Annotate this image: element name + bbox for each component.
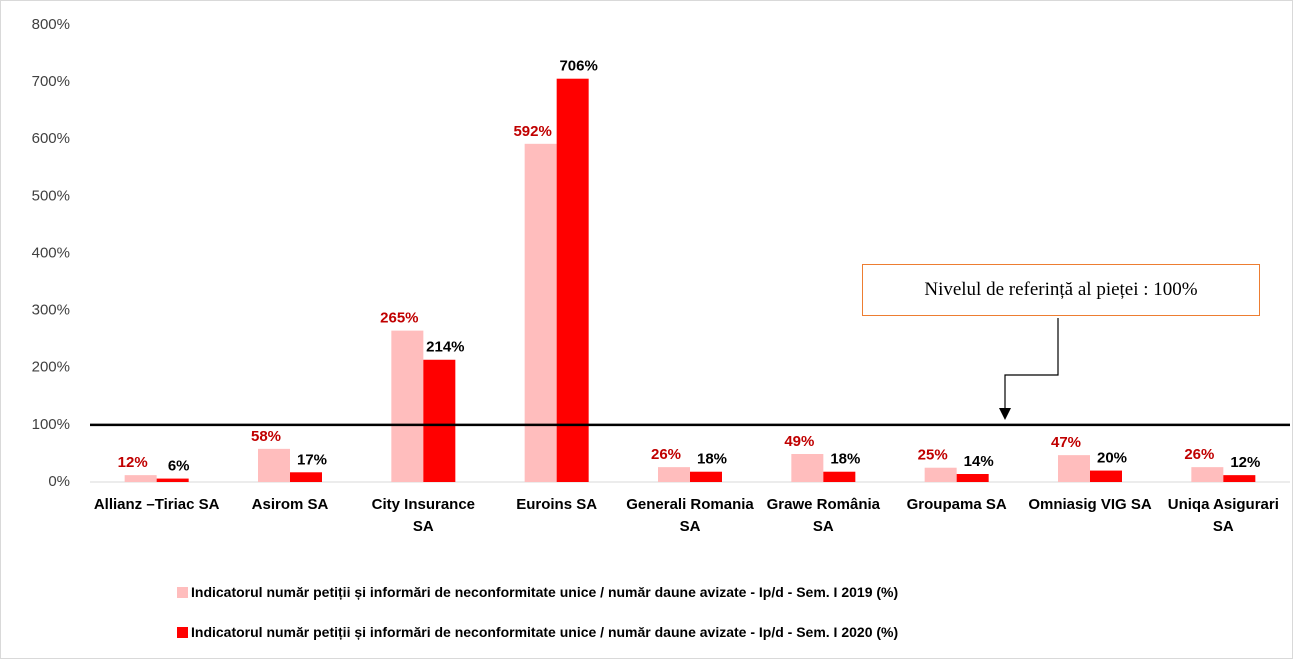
y-tick-label: 600% [32,130,70,147]
bar [556,78,589,482]
bar [658,467,690,482]
legend-swatch [177,627,188,638]
bar [391,330,424,482]
y-tick-label: 0% [48,473,70,490]
data-label: 18% [697,451,727,468]
data-label: 265% [380,310,418,327]
bar [924,467,957,482]
data-label: 6% [168,458,190,475]
x-tick-label: Allianz –Tiriac SA [93,496,220,513]
x-tick-label: Uniqa Asigurari SA [1167,496,1279,535]
bar [156,478,189,482]
bar [290,472,322,482]
y-tick-label: 800% [32,16,70,33]
bar [956,474,989,482]
legend-entry: Indicatorul număr petiții și informări d… [177,584,898,600]
y-tick-label: 200% [32,359,70,376]
y-tick-label: 100% [32,416,70,433]
data-label: 47% [1051,434,1081,451]
data-label: 12% [1230,454,1260,471]
bar [1191,467,1224,482]
legend-swatch [177,587,188,598]
x-tick-label: Asirom SA [251,496,329,513]
bar [1090,470,1122,482]
x-tick-label: Omniasig VIG SA [1028,496,1152,513]
y-tick-label: 500% [32,187,70,204]
x-tick-label: City Insurance SA [371,496,476,535]
x-tick-label: Grawe România SA [766,496,881,535]
y-tick-label: 700% [32,73,70,90]
data-label: 58% [251,428,281,445]
x-tick-label: Generali Romania SA [626,496,754,535]
bar [791,454,824,482]
x-tick-label: Groupama SA [906,496,1007,513]
arrow-head [999,408,1011,420]
data-label: 14% [964,453,994,470]
bar [1058,455,1090,482]
annotation: Nivelul de referință al pieței : 100% [862,264,1260,316]
bar [1223,475,1256,482]
legend-label: Indicatorul număr petiții și informări d… [191,624,899,640]
data-label: 592% [513,123,551,140]
arrow [1004,318,1059,410]
bar [423,359,456,482]
data-label: 25% [918,447,948,464]
legend-entry: Indicatorul număr petiții și informări d… [177,624,898,640]
data-label: 214% [426,339,464,356]
data-label: 20% [1097,450,1127,467]
data-label: 12% [118,454,148,471]
data-label: 26% [651,446,681,463]
y-tick-label: 400% [32,244,70,261]
bar [258,448,290,482]
data-label: 18% [830,451,860,468]
bar [690,471,722,482]
legend-label: Indicatorul număr petiții și informări d… [191,584,899,600]
bar [823,471,856,482]
data-label: 49% [784,433,814,450]
data-label: 706% [559,58,597,75]
x-tick-label: Euroins SA [516,496,598,513]
data-label: 26% [1184,446,1214,463]
bar [524,143,557,482]
y-tick-label: 300% [32,302,70,319]
bar [124,475,157,482]
data-label: 17% [297,451,327,468]
